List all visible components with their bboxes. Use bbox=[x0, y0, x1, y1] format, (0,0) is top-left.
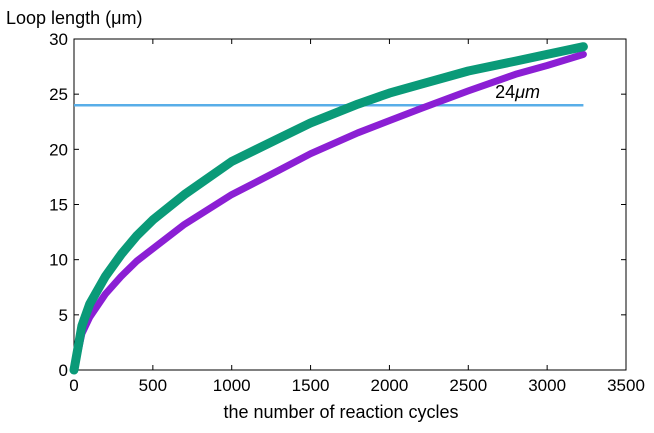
x-tick-label: 2000 bbox=[371, 376, 409, 395]
y-tick-label: 0 bbox=[59, 361, 68, 380]
y-tick-label: 30 bbox=[49, 30, 68, 49]
x-tick-label: 3500 bbox=[607, 376, 645, 395]
y-tick-label: 10 bbox=[49, 251, 68, 270]
x-axis-title: the number of reaction cycles bbox=[223, 402, 458, 422]
y-tick-label: 15 bbox=[49, 196, 68, 215]
x-tick-label: 2500 bbox=[449, 376, 487, 395]
x-tick-label: 0 bbox=[69, 376, 78, 395]
annotation-24um: 24μm bbox=[495, 82, 540, 102]
annotation-number: 24 bbox=[495, 82, 515, 102]
x-tick-label: 3000 bbox=[528, 376, 566, 395]
y-ticks: 0 5 10 15 20 25 30 bbox=[49, 30, 626, 380]
series-layer bbox=[69, 42, 588, 375]
y-axis-title: Loop length (μm) bbox=[6, 8, 142, 28]
series-line-purple bbox=[70, 50, 587, 374]
x-tick-label: 500 bbox=[139, 376, 167, 395]
x-tick-label: 1000 bbox=[213, 376, 251, 395]
x-ticks: 0 500 1000 1500 2000 2500 3000 3500 bbox=[69, 39, 645, 395]
plot-frame bbox=[73, 38, 627, 371]
x-tick-label: 1500 bbox=[292, 376, 330, 395]
y-tick-label: 20 bbox=[49, 140, 68, 159]
y-tick-label: 5 bbox=[59, 306, 68, 325]
series-line-green bbox=[69, 42, 588, 375]
annotation-unit: μm bbox=[514, 82, 540, 102]
y-tick-label: 25 bbox=[49, 85, 68, 104]
